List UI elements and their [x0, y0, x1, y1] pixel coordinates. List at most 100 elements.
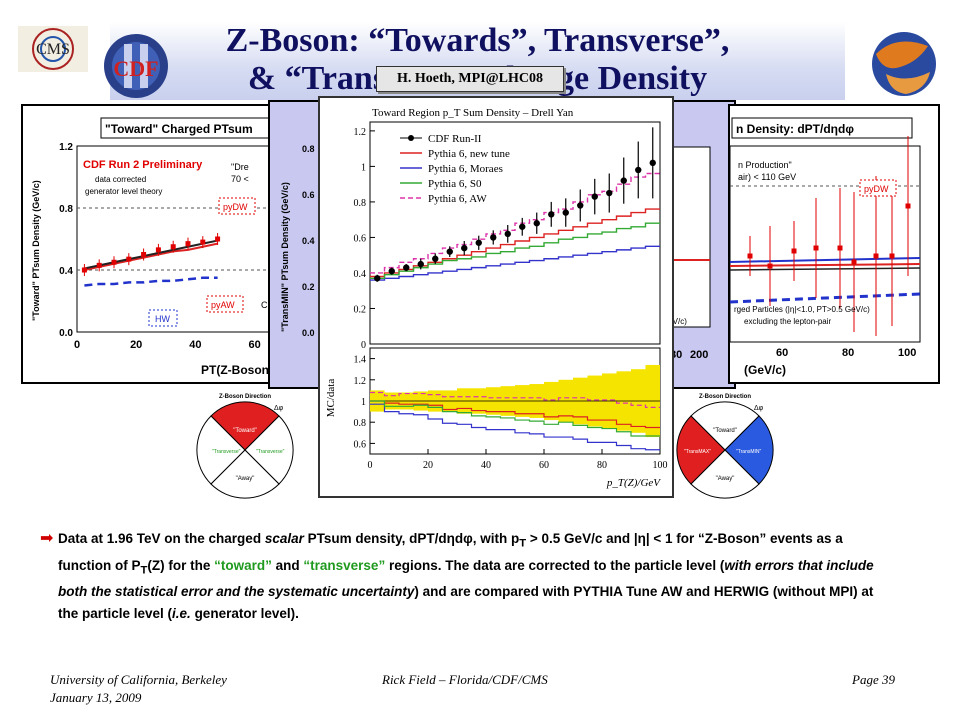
data-point [388, 267, 395, 275]
cdf-logo: CDF [96, 28, 176, 100]
left-xtick-label: 60 [248, 339, 260, 351]
ratio-ytick-label: 0.8 [354, 418, 367, 429]
wheel-left-direction: Z-Boson Direction [219, 394, 271, 400]
slide-title-line1: Z-Boson: “Towards”, Transverse”, [225, 22, 730, 59]
wheel-right-toward: "Toward" [713, 428, 737, 434]
data-point [374, 275, 381, 282]
overlay-chart: Toward Region p_T Sum Density – Drell Ya… [325, 107, 668, 489]
right-note-2: air) < 110 GeV [738, 172, 796, 182]
right-data-point [791, 248, 797, 254]
wheel-right-transmin: "TransMIN" [736, 449, 762, 455]
data-point [475, 239, 482, 246]
left-ytick-label: 0.8 [59, 204, 73, 215]
ratio-line-pythia-6-new-tune [370, 400, 660, 429]
right-chart: n Density: dPT/dηdφ n Production" air) <… [729, 117, 921, 377]
wheel-left-toward: "Toward" [233, 428, 257, 434]
data-point [417, 260, 424, 268]
data-point [446, 248, 453, 255]
desc-and: and [271, 557, 304, 573]
overlay-ytick-label: 0.8 [354, 198, 367, 209]
florida-logo [856, 24, 952, 102]
overlay-ytick-label: 0.2 [354, 304, 367, 315]
legend-label: Pythia 6, Moraes [428, 163, 503, 175]
left-chart-panel: "Toward" Charged PTsum "Toward" PTsum De… [21, 104, 301, 384]
ratio-line-pythia-6-aw [370, 391, 660, 408]
right-chart-panel: n Density: dPT/dηdφ n Production" air) <… [728, 104, 940, 384]
right-data-point [851, 259, 857, 265]
overlay-figure: Toward Region p_T Sum Density – Drell Ya… [318, 96, 674, 498]
desc-p6-italic: i.e. [172, 606, 191, 622]
legend-label: Pythia 6, new tune [428, 148, 510, 160]
right-line-hw [729, 292, 921, 304]
overlay-ytick-label: 0.4 [354, 269, 367, 280]
right-data-point [813, 245, 819, 251]
data-point [635, 166, 642, 174]
wheel-right-transmax: "TransMAX" [684, 449, 711, 455]
right-chart-title: n Density: dPT/dηdφ [736, 122, 854, 136]
legend-label: Pythia 6, AW [428, 193, 487, 205]
description-text: Data at 1.96 TeV on the charged scalar P… [58, 528, 888, 625]
data-point [519, 223, 526, 230]
transmin-tick-04: 0.4 [302, 236, 315, 246]
overlay-xtick-label: 100 [653, 460, 668, 471]
desc-p4: (Z) for the [147, 557, 215, 573]
right-data-point [747, 253, 753, 259]
cdf-logo-text: CDF [113, 56, 158, 81]
left-prelim: CDF Run 2 Preliminary [83, 159, 203, 171]
ratio-ytick-label: 0.6 [354, 439, 367, 450]
data-point [533, 220, 540, 227]
cms-logo: CMS [18, 26, 88, 72]
left-xtick-label: 20 [130, 339, 142, 351]
footer-left-1: University of California, Berkeley [50, 672, 227, 687]
footer-left-2: January 13, 2009 [50, 690, 142, 705]
data-point [548, 211, 555, 218]
wheel-left-dphi: Δφ [274, 405, 284, 412]
wheel-right-dphi: Δφ [754, 405, 764, 412]
left-xlabel: PT(Z-Boson [201, 363, 269, 377]
left-ytick-label: 1.2 [59, 142, 73, 153]
data-point [591, 193, 598, 200]
desc-transverse: “transverse” [303, 557, 386, 573]
overlay-xtick-label: 20 [423, 460, 433, 471]
right-note-4: excluding the lepton-pair [744, 317, 832, 326]
desc-scalar: scalar [264, 531, 304, 546]
right-note-3: rged Particles (|η|<1.0, PT>0.5 GeV/c) [734, 305, 870, 314]
legend-swatch-point [408, 135, 414, 141]
right-data-point [889, 253, 895, 259]
right-line-blue [729, 257, 921, 263]
overlay-ytick-label: 0 [361, 340, 366, 351]
left-ylabel: "Toward" PTsum Density (GeV/c) [31, 180, 41, 321]
wheel-left-away: "Away" [236, 476, 255, 482]
left-chart: "Toward" Charged PTsum "Toward" PTsum De… [31, 117, 300, 377]
right-data-point [905, 203, 911, 209]
author-box: H. Hoeth, MPI@LHC08 [376, 66, 564, 92]
right-label-pydw: pyDW [864, 184, 889, 194]
transmin-ylabel: "TransMIN" PTsum Density (GeV/c) [280, 182, 290, 332]
left-line-pydw [84, 242, 218, 271]
mc-line-pythia-6-moraes [370, 245, 660, 281]
ratio-ylabel: MC/data [325, 379, 337, 418]
overlay-title: Toward Region p_T Sum Density – Drell Ya… [372, 107, 574, 119]
right-note-1: n Production" [738, 160, 792, 170]
ratio-line-pythia-6-s0 [370, 400, 660, 437]
overlay-ytick-label: 0.6 [354, 233, 367, 244]
desc-toward: “toward” [214, 557, 272, 573]
wheel-right-direction: Z-Boson Direction [699, 394, 751, 400]
footer-center: Rick Field – Florida/CDF/CMS [382, 672, 548, 687]
overlay-xlabel: p_T(Z)/GeV [606, 477, 661, 489]
left-line-hw [84, 276, 218, 287]
wheel-left-transverse-1: "Transverse" [212, 449, 241, 455]
data-point [461, 244, 468, 252]
desc-p1: Data at 1.96 TeV on the charged [58, 531, 265, 546]
desc-p6: ) and are compared with PYTHIA Tune AW a… [58, 584, 874, 622]
left-note-1: data corrected [95, 175, 146, 184]
footer-page: Page 39 [852, 672, 895, 687]
data-point [620, 177, 627, 184]
bullet-arrow-icon: ➡ [40, 530, 54, 547]
cms-logo-text: CMS [36, 41, 70, 58]
right-xtick-60: 60 [776, 347, 788, 359]
desc-p2: PTsum density, dPT/dηdφ, with p [303, 531, 520, 546]
desc-p5-italic: with errors that include both the statis… [58, 557, 874, 600]
overlay-xtick-label: 0 [368, 460, 373, 471]
transmin-tick-00: 0.0 [302, 328, 315, 338]
